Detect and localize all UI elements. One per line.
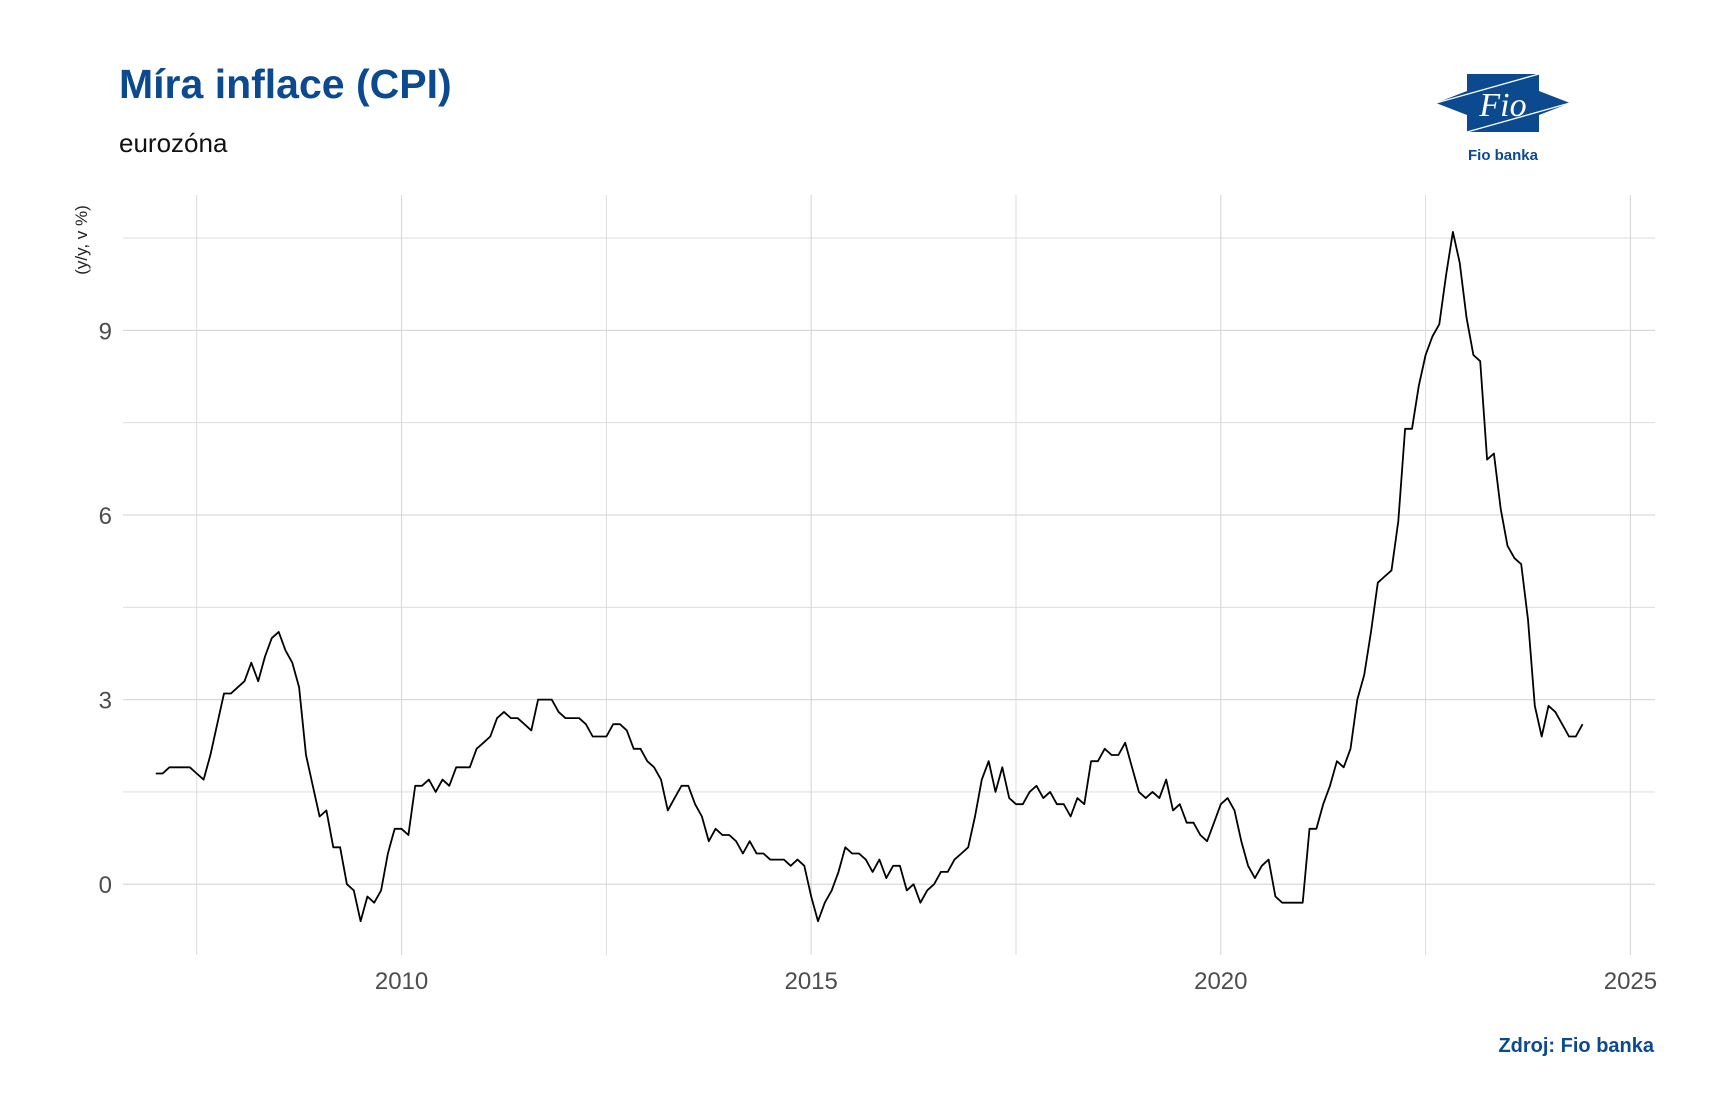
fio-logo: Fio Fio banka [1436,73,1570,164]
logo-diagonal [1436,73,1540,104]
x-tick-label: 2025 [1604,968,1657,995]
x-tick-label: 2020 [1194,968,1247,995]
tick-labels: 2010 2015 2020 2025 0 3 6 9 [99,318,1657,995]
x-tick-label: 2010 [375,968,428,995]
source-note: Zdroj: Fio banka [1498,1035,1654,1057]
grid-lines [123,195,1655,955]
logo-mark-text: Fio [1478,87,1526,124]
logo-flag-shape [1467,74,1539,132]
x-tick-label: 2015 [784,968,837,995]
y-tick-label: 6 [99,503,112,530]
y-axis-label: (y/y, v %) [72,205,91,275]
y-tick-label: 3 [99,688,112,715]
chart-title: Míra inflace (CPI) [119,61,452,107]
logo-diagonal [1466,102,1570,133]
plot-marks [155,230,1584,923]
chart-subtitle: eurozóna [119,128,228,158]
series-line-cpi [155,230,1584,923]
y-tick-label: 0 [99,872,112,899]
y-tick-label: 9 [99,318,112,345]
logo-caption: Fio banka [1468,147,1539,164]
